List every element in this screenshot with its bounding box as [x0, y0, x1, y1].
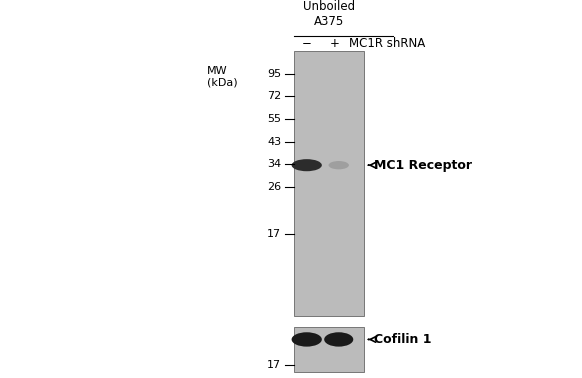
- Text: 72: 72: [267, 91, 281, 101]
- Text: 55: 55: [267, 114, 281, 124]
- Text: MC1R shRNA: MC1R shRNA: [349, 37, 425, 50]
- Text: 17: 17: [267, 360, 281, 370]
- Bar: [294, 51, 364, 316]
- Text: 95: 95: [267, 69, 281, 79]
- Ellipse shape: [324, 332, 353, 347]
- Ellipse shape: [292, 332, 322, 347]
- Text: −: −: [302, 37, 311, 50]
- Text: +: +: [330, 37, 339, 50]
- Text: MC1 Receptor: MC1 Receptor: [374, 159, 471, 172]
- Text: 34: 34: [267, 160, 281, 169]
- Text: MW
(kDa): MW (kDa): [207, 66, 237, 88]
- Text: 26: 26: [267, 182, 281, 192]
- Text: A375: A375: [314, 15, 344, 28]
- Text: 17: 17: [267, 229, 281, 239]
- Bar: [294, 327, 364, 372]
- Ellipse shape: [328, 161, 349, 169]
- Text: Cofilin 1: Cofilin 1: [374, 333, 431, 346]
- Ellipse shape: [292, 159, 322, 171]
- Text: Unboiled: Unboiled: [303, 0, 355, 13]
- Text: 43: 43: [267, 137, 281, 147]
